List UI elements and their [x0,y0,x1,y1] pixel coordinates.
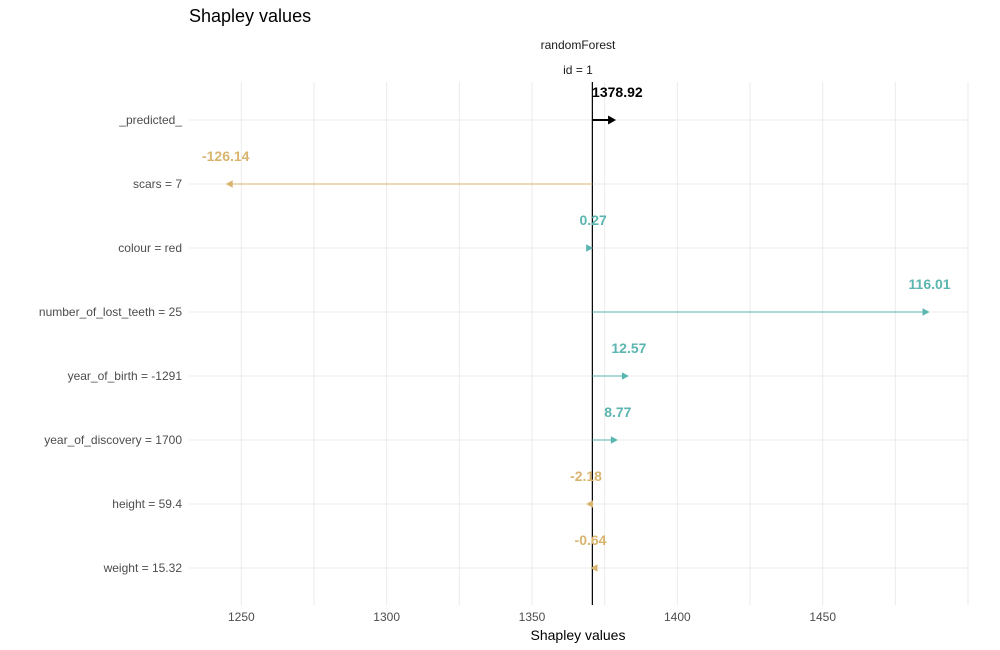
grid-lines [189,82,969,605]
y-category-label: year_of_birth = -1291 [68,369,183,383]
value-label: -2.18 [570,468,602,484]
strip-label-id: id = 1 [563,63,593,77]
x-tick-label: 1350 [519,610,546,624]
value-label: 8.77 [604,404,631,420]
y-category-label: colour = red [118,241,182,255]
x-tick-label: 1450 [809,610,836,624]
strip-label-model: randomForest [541,38,616,52]
contribution-arrow-head [610,436,618,444]
contribution-arrow-head [586,244,594,252]
contribution-arrow-head [225,180,233,188]
value-label: 116.01 [909,276,951,292]
x-axis-label: Shapley values [531,627,626,643]
value-label: 1378.92 [592,84,643,100]
contribution-arrow-head [590,564,598,572]
chart-title: Shapley values [189,6,311,26]
y-category-label: scars = 7 [133,177,182,191]
contribution-arrow-head [922,308,930,316]
y-category-label: height = 59.4 [112,497,182,511]
chart-marks [225,82,930,605]
axis-labels: 1250 1300 1350 1400 1450 _predicted_scars = 7… [39,84,951,624]
x-tick-label: 1250 [228,610,255,624]
x-tick-label: 1400 [664,610,691,624]
value-label: -126.14 [202,148,250,164]
y-category-label: number_of_lost_teeth = 25 [39,305,182,319]
y-category-label: year_of_discovery = 1700 [44,433,182,447]
y-category-label: weight = 15.32 [103,561,183,575]
contribution-arrow-head [586,500,594,508]
x-tick-label: 1300 [373,610,400,624]
contribution-arrow-head [608,115,617,125]
value-label: 0.27 [580,212,607,228]
contribution-arrow-head [621,372,629,380]
value-label: 12.57 [611,340,646,356]
y-category-label: _predicted_ [118,113,182,127]
value-label: -0.64 [575,532,607,548]
